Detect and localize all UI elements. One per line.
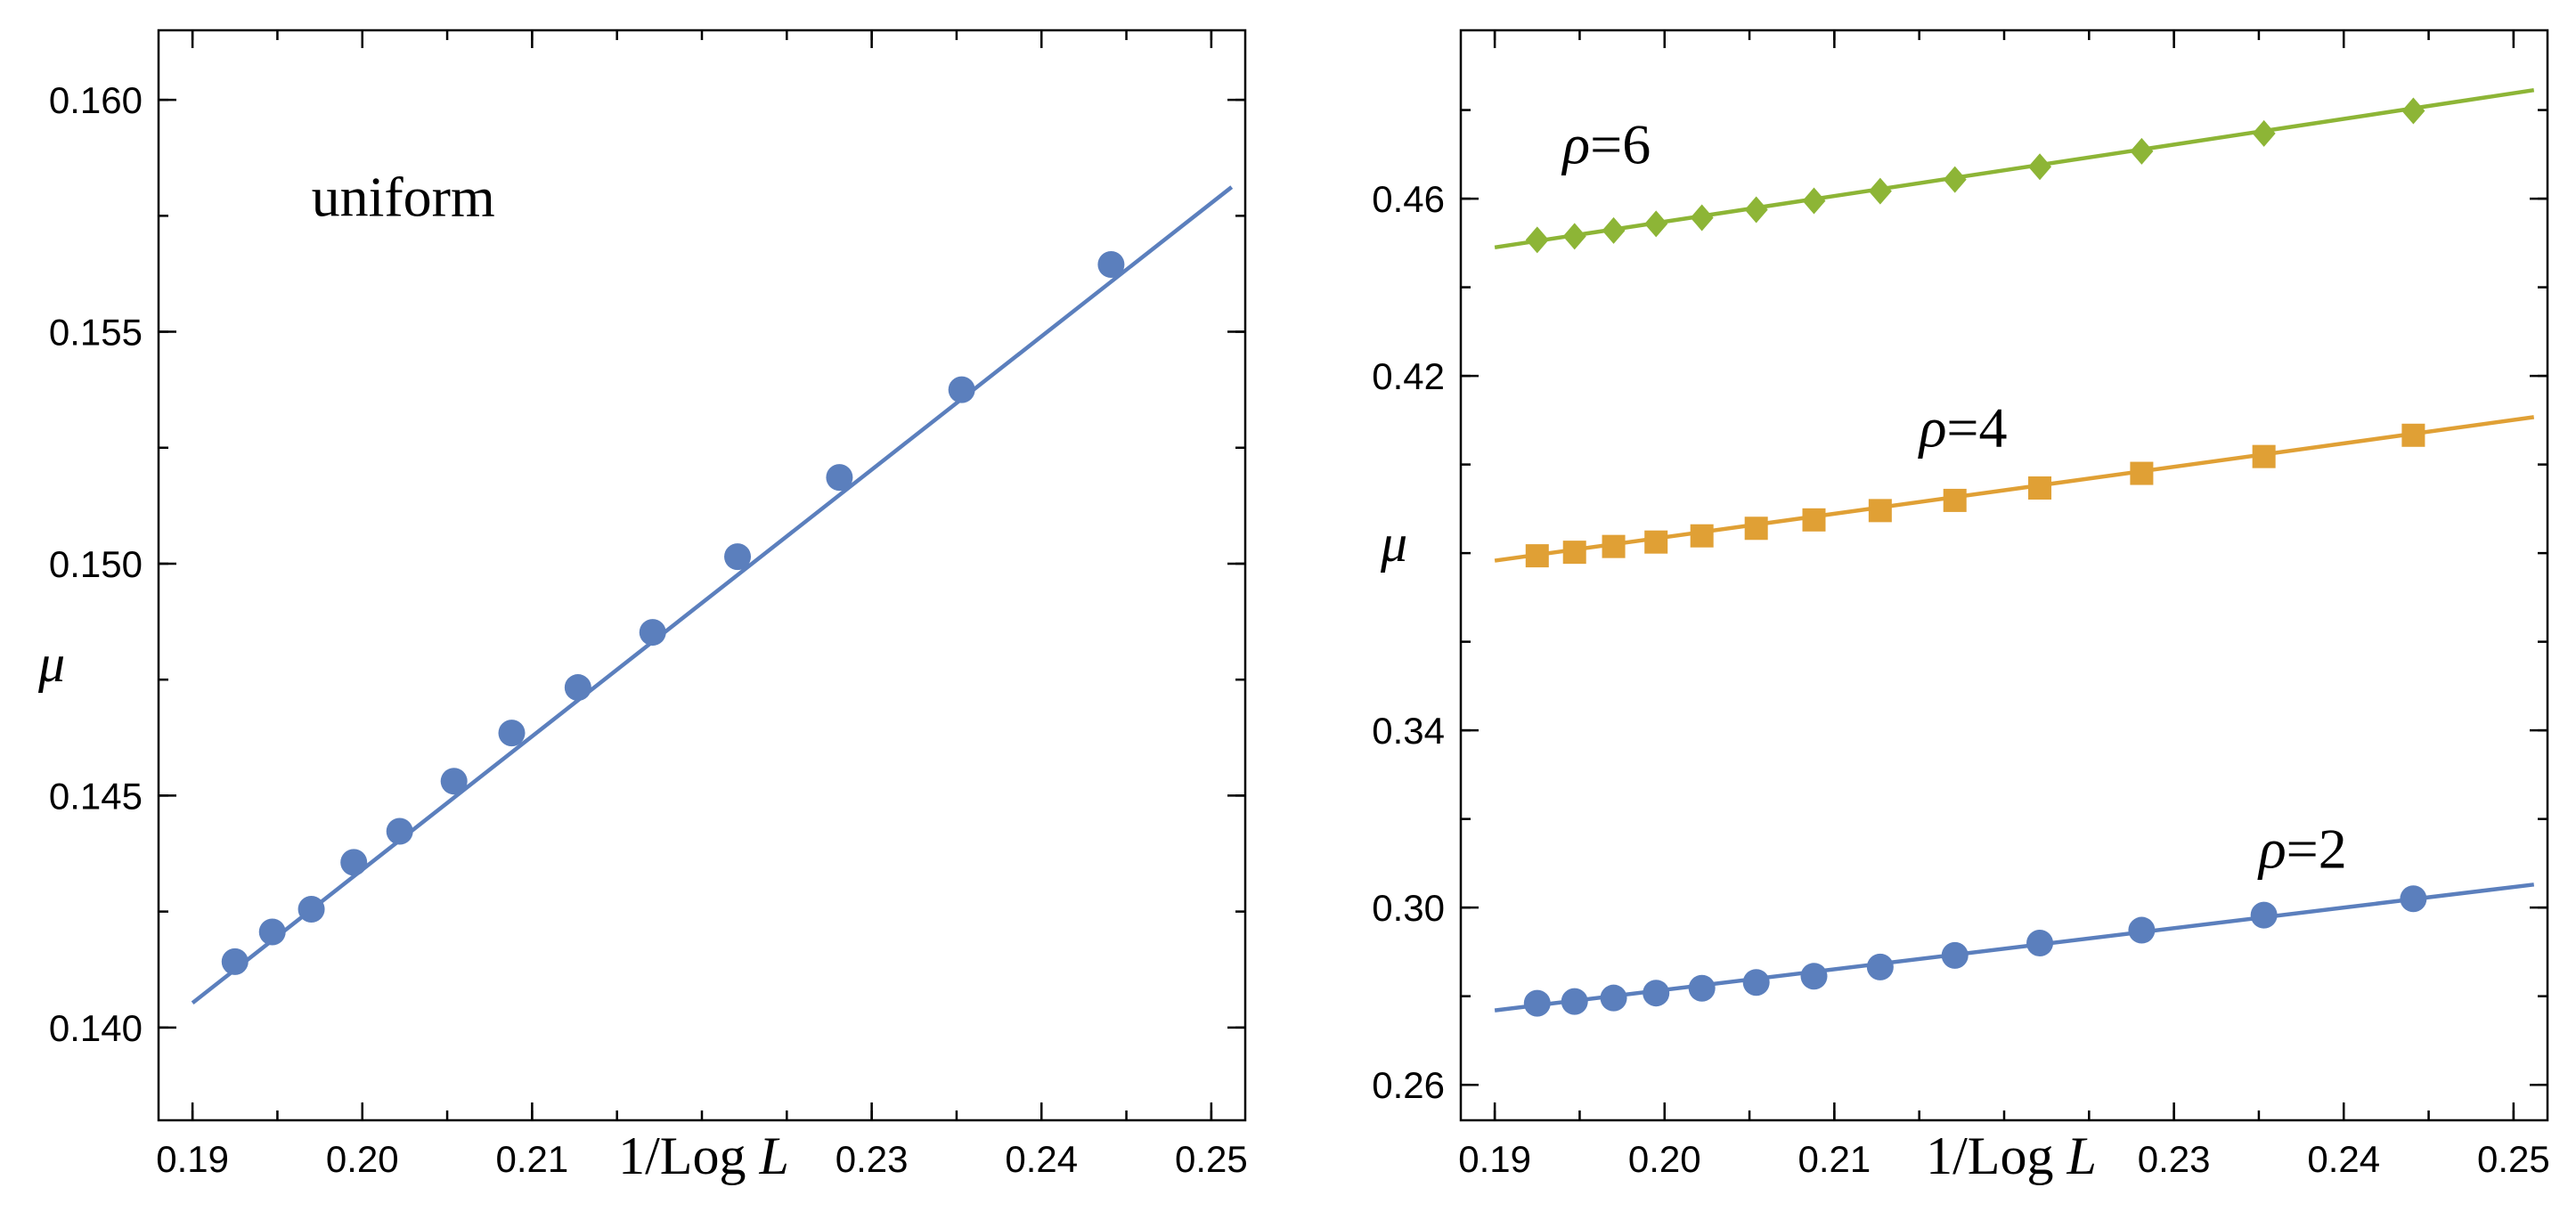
data-point [2250,901,2278,929]
data-point [298,896,325,923]
right-panel: 0.19 0.20 0.21 0.23 0.24 0.25 0.26 0.30 0.34 0.42… [1372,28,2550,1190]
data-point [2400,885,2427,913]
data-point [2128,916,2156,944]
data-point [1943,166,1967,193]
y-tick-label: 0.26 [1372,1064,1445,1106]
data-point [1690,204,1714,232]
data-point [1562,541,1586,565]
data-point [1742,969,1770,996]
data-point [1868,499,1892,523]
data-point [1943,488,1967,512]
y-tick-label: 0.46 [1372,178,1445,220]
data-point [2252,119,2276,147]
left-panel: 0.19 0.20 0.21 0.23 0.24 0.25 0.140 0.145 0.150 0… [37,28,1248,1190]
data-point [1562,223,1586,250]
series-1 [1494,883,2535,1017]
data-point [2130,137,2154,165]
data-point [1602,534,1626,558]
data-point [1097,251,1125,279]
x-axis-label: 1/Log L [1926,1127,2097,1185]
data-point [564,674,591,702]
annotation: uniform [312,165,495,228]
data-point [1644,530,1668,554]
data-point [724,543,752,571]
fit-line [191,185,1234,1005]
x-tick-label: 0.19 [1458,1138,1531,1180]
data-point [1602,216,1626,244]
y-axis-label: μ [1380,514,1407,573]
data-point [1744,196,1768,224]
data-point [1525,226,1549,254]
data-point [258,918,286,946]
data-point [2130,461,2154,485]
data-point [221,948,249,975]
data-point [1802,508,1826,532]
fit-line [1494,87,2535,250]
data-point [1561,988,1588,1015]
data-point [2252,444,2276,468]
data-point [440,768,468,795]
plot-frame [1459,28,2549,1122]
y-tick-label: 0.160 [49,79,143,121]
y-tick-label: 0.145 [49,775,143,817]
series-3 [1494,87,2535,254]
data-point [1941,941,1969,969]
data-point [498,720,526,747]
y-tick-label: 0.30 [1372,887,1445,929]
x-tick-label: 0.23 [2138,1138,2211,1180]
series-1 [191,185,1234,1005]
data-point [1800,963,1828,990]
data-point [1643,980,1670,1007]
data-point [1866,953,1894,980]
data-point [1688,974,1716,1002]
data-point [340,849,368,876]
y-tick-label: 0.150 [49,543,143,585]
fit-line [1494,415,2535,563]
x-tick-label: 0.25 [2477,1138,2550,1180]
y-axis-label: μ [37,634,65,693]
x-axis-label: 1/Log L [618,1127,789,1185]
data-point [1744,517,1768,541]
data-point [386,817,413,845]
data-point [2026,929,2054,956]
data-point [2028,153,2052,181]
data-point [826,464,853,492]
data-point [1644,210,1668,238]
x-tick-label: 0.20 [326,1138,399,1180]
data-point [1525,544,1549,568]
x-tick-label: 0.24 [1005,1138,1078,1180]
data-point [2401,423,2425,447]
x-tick-label: 0.21 [1798,1138,1871,1180]
data-point [2401,97,2425,125]
data-point [639,619,666,647]
x-tick-label: 0.24 [2307,1138,2380,1180]
data-point [948,376,975,403]
y-tick-label: 0.155 [49,312,143,354]
y-tick-label: 0.140 [49,1007,143,1049]
data-point [1802,187,1826,215]
data-point [2028,476,2052,500]
series-2 [1494,415,2535,568]
x-tick-label: 0.21 [496,1138,569,1180]
data-point [1600,984,1627,1012]
x-tick-label: 0.23 [836,1138,909,1180]
x-tick-label: 0.19 [156,1138,229,1180]
y-tick-label: 0.42 [1372,355,1445,397]
annotation: ρ=6 [1561,112,1651,175]
x-tick-label: 0.20 [1628,1138,1701,1180]
data-point [1690,524,1714,548]
data-point [1523,989,1551,1017]
annotation: ρ=2 [2257,817,2347,880]
y-tick-label: 0.34 [1372,710,1445,752]
x-tick-label: 0.25 [1175,1138,1248,1180]
annotation: ρ=4 [1918,396,2008,460]
data-point [1868,177,1892,205]
